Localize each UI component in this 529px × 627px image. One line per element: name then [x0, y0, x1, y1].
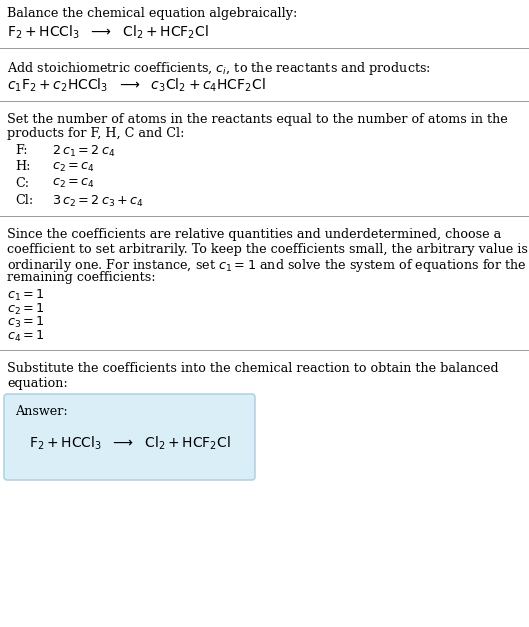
- FancyBboxPatch shape: [4, 394, 255, 480]
- Text: products for F, H, C and Cl:: products for F, H, C and Cl:: [7, 127, 185, 140]
- Text: $\mathrm{F_2 + HCCl_3 \ \ \longrightarrow \ \ Cl_2 + HCF_2Cl}$: $\mathrm{F_2 + HCCl_3 \ \ \longrightarro…: [29, 435, 231, 453]
- Text: $c_3 = 1$: $c_3 = 1$: [7, 315, 44, 330]
- Text: $c_4 = 1$: $c_4 = 1$: [7, 329, 44, 344]
- Text: $2\,c_1 = 2\,c_4$: $2\,c_1 = 2\,c_4$: [52, 144, 115, 159]
- Text: Substitute the coefficients into the chemical reaction to obtain the balanced: Substitute the coefficients into the che…: [7, 362, 499, 375]
- Text: Cl:: Cl:: [15, 194, 33, 206]
- Text: F:: F:: [15, 144, 28, 157]
- Text: $3\,c_2 = 2\,c_3 + c_4$: $3\,c_2 = 2\,c_3 + c_4$: [52, 194, 144, 209]
- Text: equation:: equation:: [7, 376, 68, 389]
- Text: Balance the chemical equation algebraically:: Balance the chemical equation algebraica…: [7, 7, 297, 20]
- Text: Since the coefficients are relative quantities and underdetermined, choose a: Since the coefficients are relative quan…: [7, 228, 501, 241]
- Text: C:: C:: [15, 177, 29, 190]
- Text: Add stoichiometric coefficients, $c_i$, to the reactants and products:: Add stoichiometric coefficients, $c_i$, …: [7, 60, 431, 77]
- Text: $\mathrm{F_2 + HCCl_3 \ \ \longrightarrow \ \ Cl_2 + HCF_2Cl}$: $\mathrm{F_2 + HCCl_3 \ \ \longrightarro…: [7, 23, 209, 41]
- Text: ordinarily one. For instance, set $c_1 = 1$ and solve the system of equations fo: ordinarily one. For instance, set $c_1 =…: [7, 257, 527, 274]
- Text: $c_2 = 1$: $c_2 = 1$: [7, 302, 44, 317]
- Text: H:: H:: [15, 161, 31, 174]
- Text: coefficient to set arbitrarily. To keep the coefficients small, the arbitrary va: coefficient to set arbitrarily. To keep …: [7, 243, 528, 255]
- Text: Answer:: Answer:: [15, 405, 68, 418]
- Text: $c_2 = c_4$: $c_2 = c_4$: [52, 177, 95, 190]
- Text: $c_1 = 1$: $c_1 = 1$: [7, 288, 44, 303]
- Text: remaining coefficients:: remaining coefficients:: [7, 271, 156, 285]
- Text: $c_2 = c_4$: $c_2 = c_4$: [52, 161, 95, 174]
- Text: Set the number of atoms in the reactants equal to the number of atoms in the: Set the number of atoms in the reactants…: [7, 113, 508, 126]
- Text: $c_1 \mathrm{F_2} + c_2 \mathrm{HCCl_3} \ \ \longrightarrow \ \ c_3 \mathrm{Cl_2: $c_1 \mathrm{F_2} + c_2 \mathrm{HCCl_3} …: [7, 76, 266, 94]
